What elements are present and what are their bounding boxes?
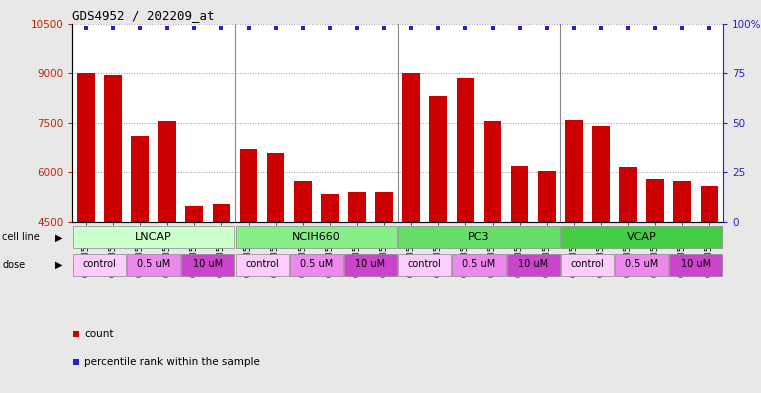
Text: percentile rank within the sample: percentile rank within the sample <box>84 357 260 367</box>
Bar <box>375 192 393 222</box>
Text: cell line: cell line <box>2 232 40 242</box>
Bar <box>344 254 397 276</box>
Text: dose: dose <box>2 260 25 270</box>
Text: NCIH660: NCIH660 <box>292 232 341 242</box>
Bar <box>73 226 234 248</box>
Bar <box>398 254 451 276</box>
Bar <box>348 192 366 222</box>
Bar <box>158 121 176 222</box>
Text: 0.5 uM: 0.5 uM <box>137 259 170 269</box>
Bar <box>398 226 560 248</box>
Bar <box>701 185 718 222</box>
Bar <box>321 194 339 222</box>
Bar <box>673 181 691 222</box>
Bar <box>452 254 505 276</box>
Text: 0.5 uM: 0.5 uM <box>300 259 333 269</box>
Bar <box>235 226 397 248</box>
Text: 0.5 uM: 0.5 uM <box>625 259 658 269</box>
Bar <box>127 254 180 276</box>
Text: 0.5 uM: 0.5 uM <box>463 259 495 269</box>
Bar <box>507 254 560 276</box>
Bar <box>511 166 528 222</box>
Bar <box>240 149 257 222</box>
Bar <box>538 171 556 222</box>
Text: 10 uM: 10 uM <box>193 259 223 269</box>
Text: control: control <box>408 259 441 269</box>
Text: control: control <box>82 259 116 269</box>
Bar <box>73 254 126 276</box>
Text: LNCAP: LNCAP <box>135 232 172 242</box>
Bar <box>561 254 614 276</box>
Bar <box>615 254 668 276</box>
Text: control: control <box>571 259 604 269</box>
Bar <box>592 126 610 222</box>
Bar <box>619 167 637 222</box>
Bar <box>290 254 343 276</box>
Text: control: control <box>245 259 279 269</box>
Text: count: count <box>84 329 113 339</box>
Bar <box>403 73 420 222</box>
Bar <box>181 254 234 276</box>
Bar <box>565 119 583 222</box>
Bar <box>294 181 311 222</box>
Bar <box>235 254 288 276</box>
Text: GDS4952 / 202209_at: GDS4952 / 202209_at <box>72 9 215 22</box>
Text: VCAP: VCAP <box>627 232 657 242</box>
Bar <box>457 78 474 222</box>
Bar <box>484 121 501 222</box>
Bar <box>646 179 664 222</box>
Text: ▶: ▶ <box>55 260 62 270</box>
Text: 10 uM: 10 uM <box>681 259 711 269</box>
Bar <box>669 254 722 276</box>
Bar <box>131 136 149 222</box>
Bar <box>212 204 231 222</box>
Bar <box>561 226 722 248</box>
Bar <box>429 96 447 222</box>
Text: 10 uM: 10 uM <box>355 259 386 269</box>
Text: 10 uM: 10 uM <box>518 259 548 269</box>
Text: PC3: PC3 <box>468 232 490 242</box>
Bar <box>104 75 122 222</box>
Bar <box>77 73 94 222</box>
Bar <box>267 152 285 222</box>
Text: ▶: ▶ <box>55 232 62 242</box>
Bar <box>186 206 203 222</box>
